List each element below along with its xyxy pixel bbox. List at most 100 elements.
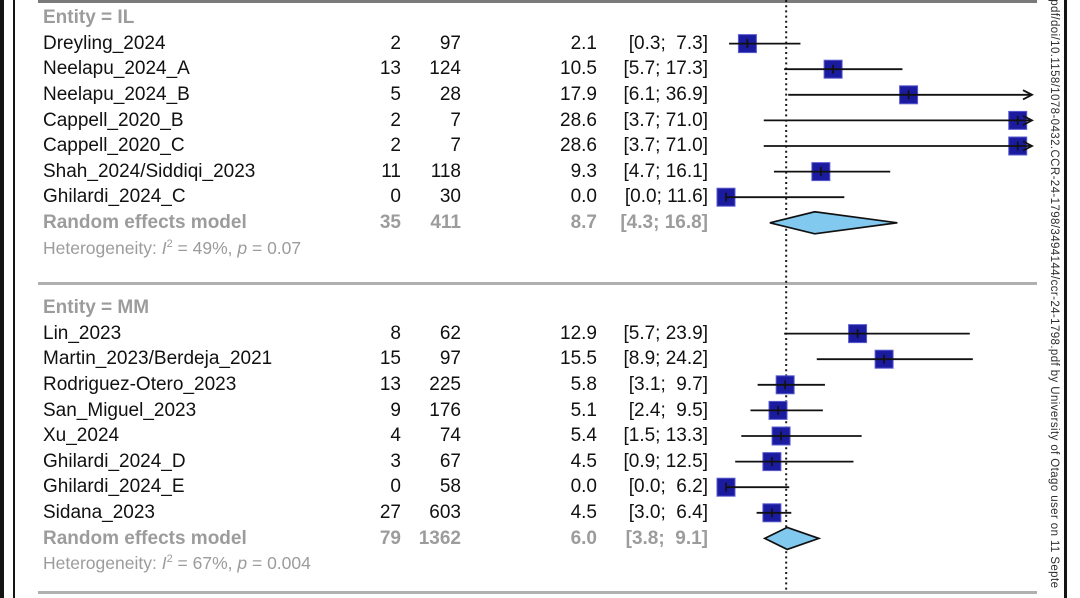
ci-clipped-arrow-head — [1022, 89, 1034, 101]
study-events: 27 — [379, 502, 401, 523]
study-row: Shah_2024/Siddiqi_2023 11 118 9.3 [4.7; 16.1… — [0, 159, 732, 185]
heterogeneity-text: Heterogeneity: I2 = 67%, p = 0.004 — [43, 553, 311, 574]
study-row: Ghilardi_2024_D 3 67 4.5 [0.9; 12.5] — [0, 449, 732, 475]
study-total: 7 — [450, 109, 461, 131]
summary-estimate: 8.7 — [570, 212, 597, 233]
study-row: Cappell_2020_B 2 7 28.6 [3.7; 71.0] — [0, 108, 732, 134]
study-total: 176 — [429, 399, 461, 421]
study-name: Cappell_2020_B — [43, 109, 184, 131]
ci-clipped-arrow-head — [1022, 114, 1034, 126]
study-confidence-interval: [6.1; 36.9] — [623, 84, 708, 105]
summary-diamond — [769, 210, 898, 235]
study-estimate: 5.1 — [570, 399, 597, 421]
study-confidence-interval: [5.7; 17.3] — [623, 58, 708, 80]
study-events: 0 — [390, 476, 401, 498]
study-events: 13 — [379, 58, 401, 80]
separator-bottom — [38, 591, 1037, 594]
study-row: San_Miguel_2023 9 176 5.1 [2.4; 9.5] — [0, 398, 732, 424]
study-total: 97 — [439, 32, 461, 54]
study-estimate: 0.0 — [570, 476, 597, 498]
page-border-left-outer — [0, 0, 4, 598]
study-events: 3 — [390, 450, 401, 472]
study-confidence-interval: [0.9; 12.5] — [623, 450, 708, 472]
study-confidence-interval: [8.9; 24.2] — [623, 348, 708, 370]
separator-top — [38, 0, 1037, 3]
study-confidence-interval: [0.3; 7.3] — [628, 32, 708, 54]
study-total: 30 — [439, 186, 461, 208]
study-events: 2 — [390, 135, 401, 157]
summary-confidence-interval: [4.3; 16.8] — [620, 212, 708, 233]
study-events: 2 — [390, 109, 401, 131]
study-estimate: 4.5 — [570, 450, 597, 472]
study-estimate: 2.1 — [570, 32, 597, 54]
study-name: Cappell_2020_C — [43, 135, 185, 157]
figure-border-right — [1064, 0, 1067, 598]
study-estimate: 5.4 — [570, 425, 597, 447]
study-events: 2 — [390, 32, 401, 54]
study-events: 4 — [390, 425, 401, 447]
summary-label: Random effects model — [43, 212, 247, 233]
study-name: Ghilardi_2024_E — [43, 476, 185, 498]
study-estimate: 9.3 — [570, 160, 597, 182]
summary-estimate: 6.0 — [570, 527, 597, 549]
study-events: 0 — [390, 186, 401, 208]
study-confidence-interval: [3.1; 9.7] — [628, 374, 708, 395]
study-total: 74 — [439, 425, 461, 447]
heterogeneity-row: Heterogeneity: I2 = 67%, p = 0.004 — [0, 551, 732, 577]
pdf-doi-watermark: -pdf/doi/10.1158/1078-0432.CCR-24-1798/3… — [1048, 0, 1060, 589]
study-name: Shah_2024/Siddiqi_2023 — [43, 160, 256, 182]
study-total: 7 — [450, 135, 461, 157]
ci-clipped-arrow-head — [1022, 140, 1034, 152]
heterogeneity-text: Heterogeneity: I2 = 49%, p = 0.07 — [43, 237, 302, 258]
study-total: 67 — [439, 450, 461, 472]
study-events: 9 — [390, 399, 401, 421]
summary-confidence-interval: [3.8; 9.1] — [625, 527, 708, 549]
study-estimate: 28.6 — [560, 109, 597, 131]
summary-total: 1362 — [418, 527, 461, 549]
study-total: 225 — [429, 374, 461, 395]
study-row: Neelapu_2024_B 5 28 17.9 [6.1; 36.9] — [0, 82, 732, 108]
study-row: Neelapu_2024_A 13 124 10.5 [5.7; 17.3] — [0, 56, 732, 82]
study-events: 8 — [390, 322, 401, 344]
study-total: 603 — [429, 502, 461, 523]
study-confidence-interval: [1.5; 13.3] — [623, 425, 708, 447]
study-confidence-interval: [5.7; 23.9] — [623, 322, 708, 344]
study-name: Neelapu_2024_B — [43, 84, 190, 105]
summary-events: 79 — [379, 527, 401, 549]
summary-diamond — [762, 526, 822, 551]
study-name: Martin_2023/Berdeja_2021 — [43, 348, 273, 370]
study-estimate: 4.5 — [570, 502, 597, 523]
study-confidence-interval: [2.4; 9.5] — [628, 399, 708, 421]
study-estimate: 28.6 — [560, 135, 597, 157]
study-row: Martin_2023/Berdeja_2021 15 97 15.5 [8.9; 24… — [0, 346, 732, 372]
study-total: 124 — [429, 58, 461, 80]
summary-total: 411 — [430, 212, 461, 233]
study-row: Rodriguez-Otero_2023 13 225 5.8 [3.1; 9.7] — [0, 372, 732, 398]
group-header-label: Entity = MM — [43, 297, 150, 319]
study-estimate: 0.0 — [570, 186, 597, 208]
separator-between-groups — [38, 282, 1037, 285]
study-confidence-interval: [4.7; 16.1] — [623, 160, 708, 182]
study-total: 118 — [430, 160, 461, 182]
study-name: Xu_2024 — [43, 425, 120, 447]
summary-events: 35 — [379, 212, 401, 233]
study-confidence-interval: [0.0; 6.2] — [628, 476, 708, 498]
study-estimate: 10.5 — [560, 58, 597, 80]
group-header-row: Entity = IL — [0, 5, 732, 31]
group-header-label: Entity = IL — [43, 7, 135, 29]
study-confidence-interval: [3.7; 71.0] — [623, 135, 708, 157]
study-name: Sidana_2023 — [43, 502, 155, 523]
summary-row: Random effects model 35 411 8.7 [4.3; 16.8] — [0, 210, 732, 236]
heterogeneity-row: Heterogeneity: I2 = 49%, p = 0.07 — [0, 236, 732, 262]
study-name: Dreyling_2024 — [43, 32, 166, 54]
figure-border-left-inner — [13, 0, 15, 598]
study-confidence-interval: [3.7; 71.0] — [623, 109, 708, 131]
study-confidence-interval: [3.0; 6.4] — [628, 502, 708, 523]
study-row: Dreyling_2024 2 97 2.1 [0.3; 7.3] — [0, 31, 732, 57]
study-total: 28 — [439, 84, 461, 105]
study-row: Ghilardi_2024_C 0 30 0.0 [0.0; 11.6] — [0, 184, 732, 210]
summary-label: Random effects model — [43, 527, 247, 549]
study-events: 13 — [379, 374, 401, 395]
